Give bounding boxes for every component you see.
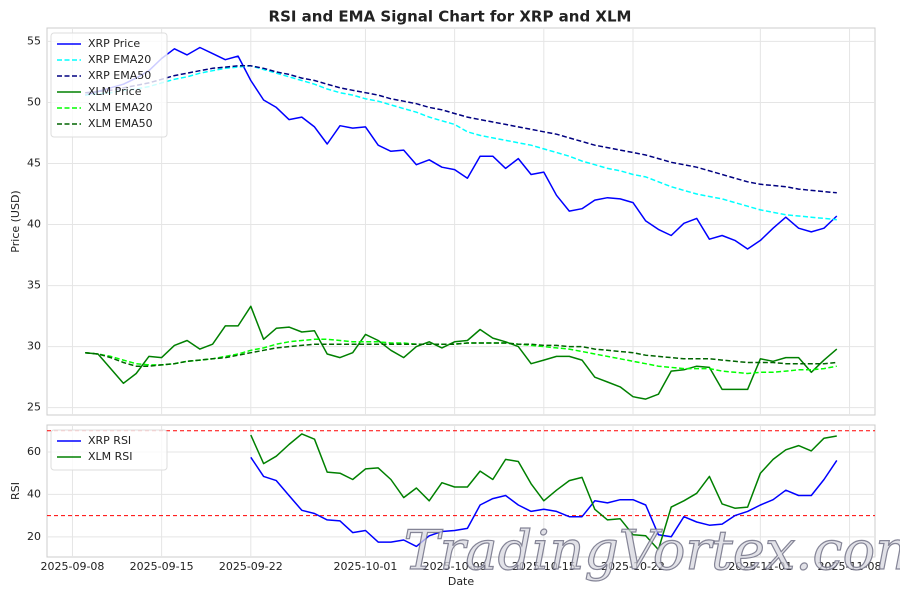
y-tick-label: 20 — [27, 530, 41, 543]
legend-label: XLM Price — [88, 85, 142, 98]
series-line — [84, 46, 838, 250]
legend-label: XRP EMA20 — [88, 53, 151, 66]
y-tick-label: 60 — [27, 445, 41, 458]
y-tick-label: 40 — [27, 487, 41, 500]
y-tick-label: 45 — [27, 157, 41, 170]
y-axis-label: Price (USD) — [9, 190, 22, 252]
x-tick-label: 2025-09-22 — [219, 560, 283, 573]
y-axis-label: RSI — [9, 482, 22, 500]
x-tick-label: 2025-11-08 — [818, 560, 882, 573]
x-tick-label: 2025-10-01 — [333, 560, 397, 573]
series-line — [85, 65, 837, 194]
chart-title: RSI and EMA Signal Chart for XRP and XLM — [269, 8, 632, 26]
y-tick-label: 30 — [27, 340, 41, 353]
y-tick-label: 40 — [27, 218, 41, 231]
series-line — [250, 433, 837, 551]
legend-label: XLM RSI — [88, 450, 133, 463]
legend-label: XRP Price — [88, 37, 140, 50]
x-tick-label: 2025-11-01 — [728, 560, 792, 573]
legend-box — [50, 429, 168, 471]
x-tick-label: 2025-10-22 — [601, 560, 665, 573]
x-axis-label: Date — [448, 575, 475, 588]
legend-label: XRP EMA50 — [88, 69, 151, 82]
y-tick-label: 25 — [27, 401, 41, 414]
legend-label: XLM EMA20 — [88, 101, 153, 114]
legend-label: XLM EMA50 — [88, 117, 153, 130]
legend-label: XRP RSI — [88, 434, 131, 447]
y-tick-label: 50 — [27, 95, 41, 108]
series-line — [85, 342, 837, 367]
x-tick-label: 2025-09-08 — [41, 560, 105, 573]
series-line — [85, 65, 837, 221]
x-tick-label: 2025-10-08 — [423, 560, 487, 573]
plot-area — [46, 27, 876, 416]
plot-area — [46, 424, 876, 558]
series-line — [85, 305, 838, 400]
legend-box — [50, 32, 168, 138]
y-tick-label: 55 — [27, 34, 41, 47]
x-tick-label: 2025-09-15 — [130, 560, 194, 573]
x-tick-label: 2025-10-15 — [512, 560, 576, 573]
watermark: TradingVortex.com — [404, 519, 900, 582]
y-tick-label: 35 — [27, 279, 41, 292]
series-line — [250, 456, 838, 548]
